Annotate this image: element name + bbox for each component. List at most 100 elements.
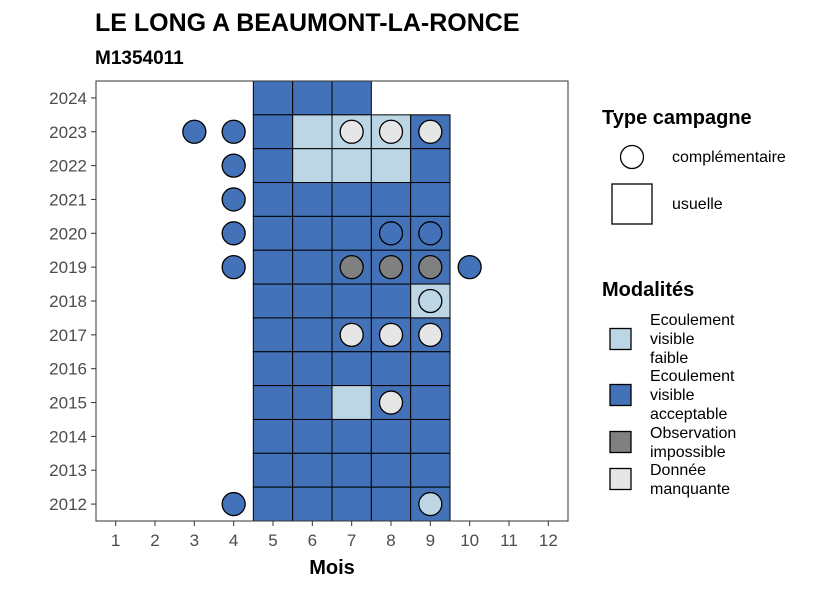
point-2019-10 [457, 255, 482, 280]
tile-2015-6 [292, 385, 333, 420]
y-tick-label: 2018 [49, 292, 87, 311]
point-2017-9 [418, 322, 443, 347]
point-2022-4 [221, 153, 246, 178]
tile-2024-5 [252, 80, 294, 116]
point-2019-8 [378, 255, 404, 280]
y-tick-label: 2023 [49, 123, 87, 142]
legend-modalite-key [609, 383, 632, 407]
x-tick-label: 3 [190, 531, 199, 550]
y-tick-label: 2017 [49, 326, 87, 345]
y-tick-label: 2013 [49, 461, 87, 480]
point-2017-7 [339, 322, 364, 347]
x-tick-label: 4 [229, 531, 238, 550]
y-tick-label: 2020 [49, 224, 87, 243]
y-tick-label: 2021 [49, 190, 87, 209]
tile-2016-7 [331, 351, 372, 387]
y-tick-label: 2016 [49, 360, 87, 379]
tile-2022-5 [252, 148, 294, 184]
tile-2018-5 [252, 283, 294, 319]
tile-2013-7 [331, 452, 372, 488]
tile-2019-5 [252, 249, 294, 285]
legend-modalite-key [609, 430, 632, 454]
tile-2014-8 [370, 418, 412, 454]
point-2020-4 [221, 221, 246, 246]
tile-2022-8 [370, 148, 412, 184]
tile-2023-6 [292, 114, 333, 150]
tile-2016-8 [370, 351, 412, 387]
tile-2023-5 [252, 114, 294, 150]
point-2017-8 [378, 322, 404, 347]
y-tick-label: 2014 [49, 427, 87, 446]
legend-modalites: Modalités Ecoulement visible faibleEcouleme… [602, 279, 736, 498]
y-tick-label: 2019 [49, 258, 87, 277]
tile-2013-5 [252, 452, 294, 488]
y-axis: 2012 2013 2014 2015 2016 2017 2018 2019 2020 2021… [49, 89, 96, 514]
legend-modalite-key [609, 467, 632, 491]
x-axis: 1 2 3 4 5 6 7 8 9 10 11 12 [111, 521, 558, 550]
legend-modalites-title: Modalités [602, 279, 694, 301]
tile-2013-6 [292, 452, 333, 488]
x-tick-label: 2 [150, 531, 159, 550]
legend-type-campagne: Type campagne complémentaire usuelle [602, 107, 786, 225]
tile-2015-7 [331, 385, 372, 420]
legend-circle-key [619, 144, 645, 170]
tile-2020-6 [292, 215, 333, 251]
tile-2021-6 [292, 182, 333, 217]
tile-2022-6 [292, 148, 333, 184]
plot-area [95, 80, 569, 522]
tile-2017-5 [252, 317, 294, 353]
tile-2018-6 [292, 283, 333, 319]
tile-2021-9 [410, 182, 451, 217]
tile-2021-8 [370, 182, 412, 217]
tile-2019-6 [292, 249, 333, 285]
x-tick-label: 7 [347, 531, 356, 550]
tile-2014-9 [410, 418, 451, 454]
point-2019-9 [418, 255, 443, 280]
legend-modalite-label: Donnée manquante [650, 462, 730, 498]
tile-2014-7 [331, 418, 372, 454]
point-2012-4 [221, 491, 246, 517]
tile-2012-5 [252, 486, 294, 522]
tile-2018-7 [331, 283, 372, 319]
tile-2016-6 [292, 351, 333, 387]
point-2019-4 [221, 255, 246, 280]
point-2023-9 [418, 119, 443, 144]
tile-2015-9 [410, 385, 451, 420]
point-2012-9 [418, 491, 443, 517]
y-tick-label: 2024 [49, 89, 87, 108]
legend-modalite-key [609, 327, 632, 351]
tile-2016-5 [252, 351, 294, 387]
x-tick-label: 10 [460, 531, 479, 550]
x-tick-label: 1 [111, 531, 120, 550]
legend-type-label: usuelle [672, 196, 723, 213]
point-2023-3 [182, 119, 207, 144]
point-2020-9 [418, 221, 443, 246]
tile-2020-7 [331, 215, 372, 251]
complementaire-points [182, 119, 482, 517]
legend-modalite-label: Ecoulement visible faible [650, 312, 735, 367]
legend-type-label: complémentaire [672, 149, 786, 166]
x-tick-label: 11 [500, 531, 518, 550]
point-2018-9 [418, 288, 443, 314]
tile-2013-8 [370, 452, 412, 488]
tile-2013-9 [410, 452, 451, 488]
x-axis-label: Mois [309, 557, 355, 579]
tile-2017-6 [292, 317, 333, 353]
tile-2016-9 [410, 351, 451, 387]
legend-type-title: Type campagne [602, 107, 752, 129]
y-tick-label: 2022 [49, 157, 87, 176]
legend-modalite-label: Ecoulement visible acceptable [650, 368, 735, 423]
point-2020-8 [378, 221, 404, 246]
chart-subtitle: M1354011 [95, 48, 184, 69]
tile-2021-5 [252, 182, 294, 217]
tile-2024-6 [292, 80, 333, 116]
legend-modalite-label: Observation impossible [650, 425, 736, 461]
x-tick-label: 12 [539, 531, 558, 550]
tile-2024-7 [331, 80, 372, 116]
tile-2022-7 [331, 148, 372, 184]
tile-2022-9 [410, 148, 451, 184]
tile-2014-5 [252, 418, 294, 454]
y-tick-label: 2015 [49, 394, 87, 413]
point-2023-7 [339, 119, 364, 144]
